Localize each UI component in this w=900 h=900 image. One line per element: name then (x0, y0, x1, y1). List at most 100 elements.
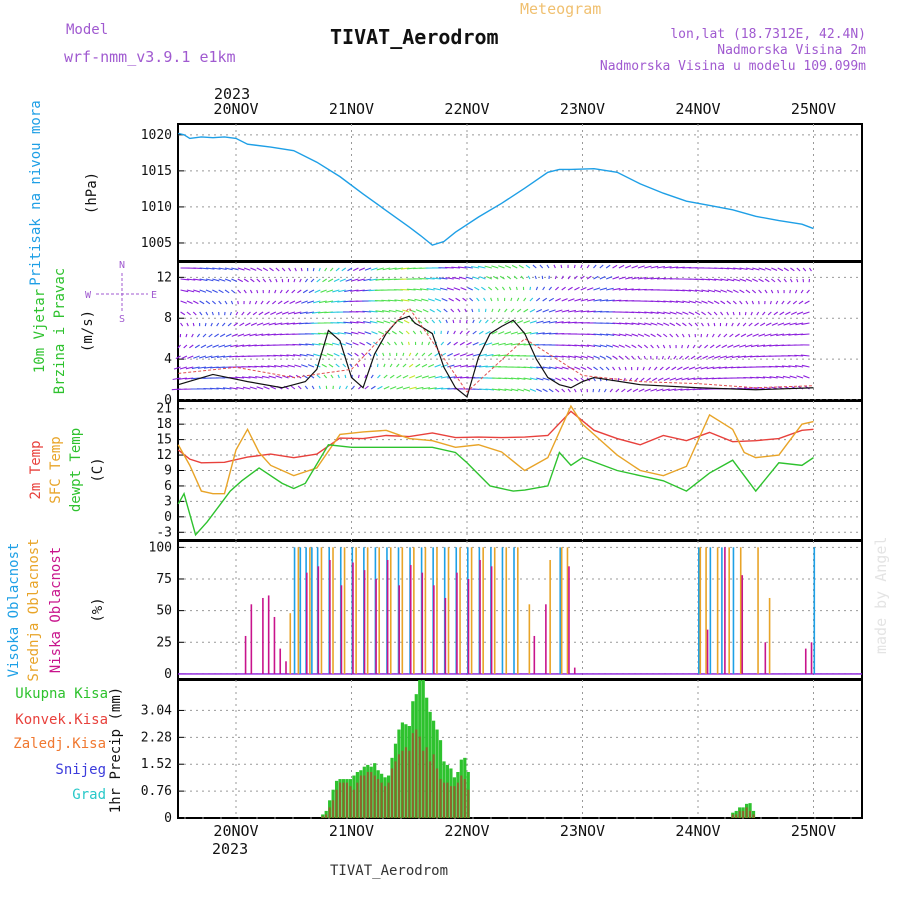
wind-arrow (216, 355, 226, 359)
wind-arrow (605, 366, 610, 371)
wind-arrow (249, 333, 257, 337)
precip-convective-bar (370, 772, 373, 818)
wind-arrow (796, 375, 804, 379)
cloud-bar (389, 547, 392, 674)
wind-arrow (553, 264, 556, 269)
wind-arrow (701, 300, 708, 304)
wind-arrow (504, 308, 508, 313)
wind-arrow (536, 377, 544, 381)
wind-arrow (510, 331, 518, 335)
wind-arrow (250, 267, 257, 271)
t2m-axis-title: 2m Temp (28, 440, 44, 499)
wind-arrow (510, 343, 520, 346)
cloud-bar (378, 547, 381, 674)
wind-arrow (771, 267, 778, 271)
wind-arrow (790, 267, 795, 272)
wind-arrow (739, 344, 747, 348)
wind-arrow (573, 388, 577, 393)
wind-arrow (268, 322, 276, 326)
wind-arrow (777, 278, 782, 283)
wind-arrow (669, 266, 679, 269)
cloud-bar (705, 547, 707, 674)
wind-arrow (206, 344, 213, 348)
wind-arrow (724, 366, 734, 369)
wind-arrow (273, 354, 283, 357)
wind-arrow (275, 375, 283, 379)
wind-arrow (275, 278, 278, 283)
wind-arrow (408, 363, 414, 368)
cloud-bar (804, 648, 807, 674)
wind-arrow (701, 311, 706, 316)
wind-arrow (453, 341, 458, 346)
wind-arrow (262, 267, 269, 272)
wind-arrow (494, 286, 499, 291)
wind-arrow (781, 300, 785, 305)
wind-arrow (387, 299, 397, 302)
wind-arrow (289, 300, 296, 305)
wind-arrow (262, 278, 267, 283)
wind-arrow (421, 341, 424, 346)
model-name: wrf-nmm_v3.9.1 e1km (64, 48, 236, 66)
cloud-bar (545, 604, 547, 674)
wind-arrow (230, 344, 238, 348)
wind-arrow (343, 321, 353, 324)
wind-arrow (260, 300, 264, 305)
wind-arrow (464, 308, 467, 313)
wind-arrow (344, 374, 347, 379)
wind-arrow (337, 332, 346, 335)
wind-arrow (615, 388, 620, 393)
wind-arrow (479, 353, 487, 357)
wind-arrow (580, 287, 587, 291)
wind-arrow (212, 267, 221, 270)
wind-arrow (529, 332, 539, 335)
wind-arrow (354, 352, 359, 357)
wind-arrow (663, 377, 670, 381)
wind-arrow (353, 267, 359, 272)
wind-arrow (769, 376, 778, 379)
wind-arrow (674, 388, 683, 391)
wind-arrow (256, 322, 264, 326)
wind-arrow (438, 319, 442, 324)
wind-arrow (637, 355, 641, 360)
precip-convective-bar (745, 807, 748, 818)
precip-convective-bar (446, 782, 449, 818)
precip-convective-bar (387, 782, 390, 818)
cloud-bar (289, 613, 292, 674)
wind-arrow (279, 354, 289, 357)
wind-arrow (520, 275, 525, 280)
temperature-y-tick-label: 18 (156, 417, 172, 432)
wind-arrow (745, 278, 753, 282)
wind-arrow (212, 278, 220, 282)
wind-arrow (567, 286, 573, 291)
wind-arrow (779, 311, 785, 316)
wind-arrow (269, 278, 272, 283)
wind-arrow (726, 311, 729, 316)
cloud-bar (424, 547, 427, 674)
wind-arrow (740, 333, 747, 338)
wind-arrow (280, 322, 289, 326)
wind-arrow (328, 363, 334, 368)
wind-arrow (258, 311, 264, 316)
wind-arrow (491, 354, 501, 357)
wind-arrow (529, 286, 532, 291)
wind-arrow (650, 388, 658, 392)
wind-arrow (409, 386, 417, 390)
temperature-unit-label: (C) (90, 457, 106, 482)
wind-arrow (618, 366, 621, 371)
wind-arrow (204, 355, 213, 359)
wind-arrow (459, 353, 467, 357)
wind-arrow (351, 385, 355, 390)
wind-arrow (777, 322, 785, 326)
wind-arrow (764, 278, 770, 283)
wind-arrow (221, 322, 226, 327)
wind-arrow (803, 375, 810, 379)
bottom-day-label: 22NOV (444, 822, 489, 840)
cloud-bar (343, 547, 346, 674)
wind-arrow (781, 365, 791, 368)
wind-arrow (426, 287, 435, 291)
wind-arrow (381, 299, 391, 302)
wind-arrow (783, 278, 787, 283)
wind-arrow (491, 319, 496, 324)
wind-arrow (196, 333, 201, 338)
wind-arrow (335, 363, 340, 368)
